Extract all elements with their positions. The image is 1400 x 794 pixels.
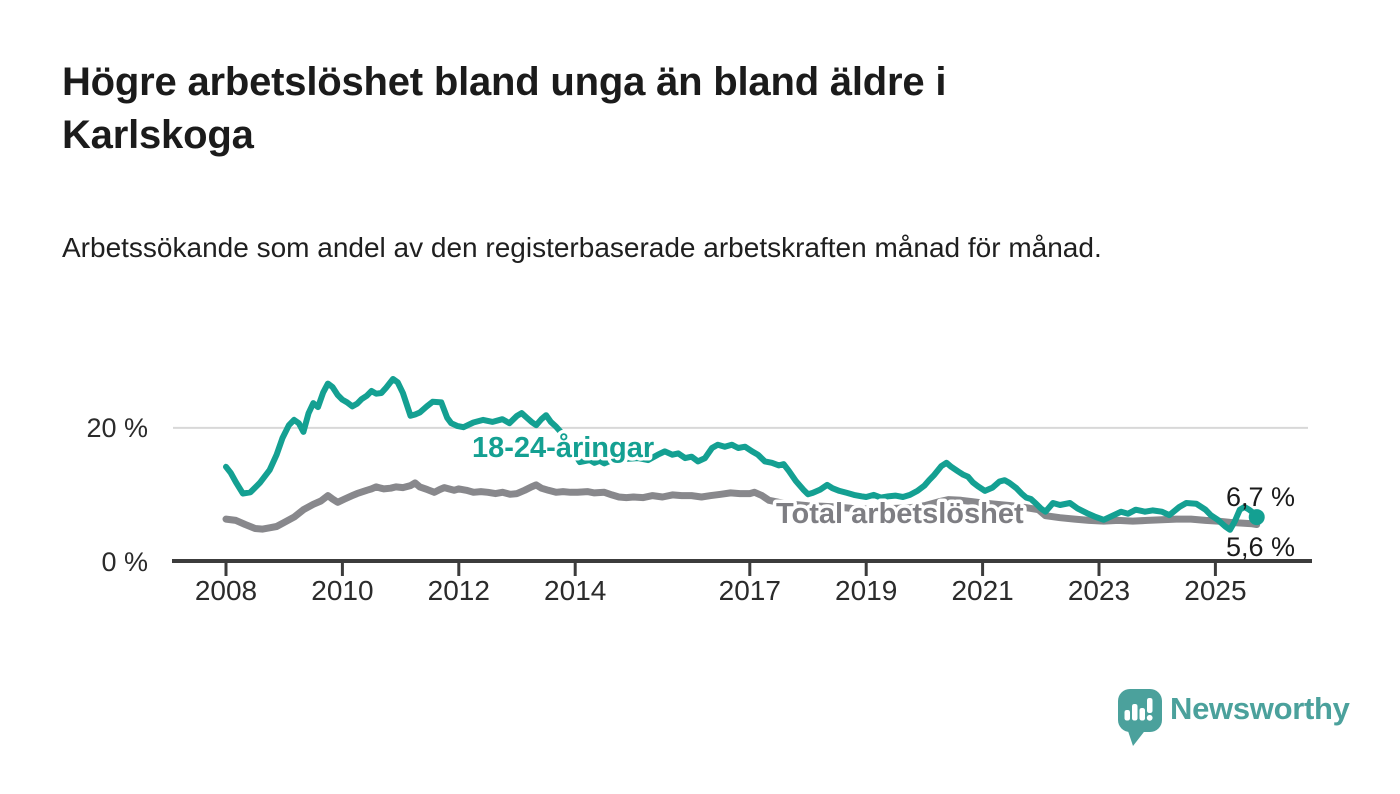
- x-axis-tick-label: 2021: [951, 575, 1013, 606]
- page-title: Högre arbetslöshet bland unga än bland ä…: [62, 60, 947, 157]
- x-axis-tick-label: 2019: [835, 575, 897, 606]
- y-axis-tick-label: 20 %: [86, 413, 148, 443]
- series-end-dot: [1248, 509, 1265, 526]
- x-axis-tick-label: 2012: [428, 575, 490, 606]
- chart-subtitle: Arbetssökande som andel av den registerb…: [62, 232, 1102, 263]
- x-axis-tick-label: 2008: [195, 575, 257, 606]
- newsworthy-logo-icon: [1118, 689, 1162, 746]
- x-axis-tick-label: 2014: [544, 575, 606, 606]
- series-label-total: Total arbetslöshet: [776, 498, 1024, 530]
- series-line-youth: [223, 376, 1260, 533]
- end-value-label-total: 5,6 %: [1226, 532, 1295, 562]
- y-axis-tick-label: 0 %: [101, 547, 148, 577]
- series-label-youth: 18-24-åringar: [472, 432, 654, 464]
- x-axis-tick-label: 2025: [1184, 575, 1246, 606]
- brand-name: Newsworthy: [1170, 691, 1350, 726]
- x-axis-tick-label: 2023: [1068, 575, 1130, 606]
- x-axis-tick-label: 2010: [311, 575, 373, 606]
- series-line-total: [222, 479, 1261, 533]
- end-value-label-youth: 6,7 %: [1226, 482, 1295, 512]
- x-axis-tick-label: 2017: [719, 575, 781, 606]
- brand-footer: Newsworthy: [1113, 686, 1350, 748]
